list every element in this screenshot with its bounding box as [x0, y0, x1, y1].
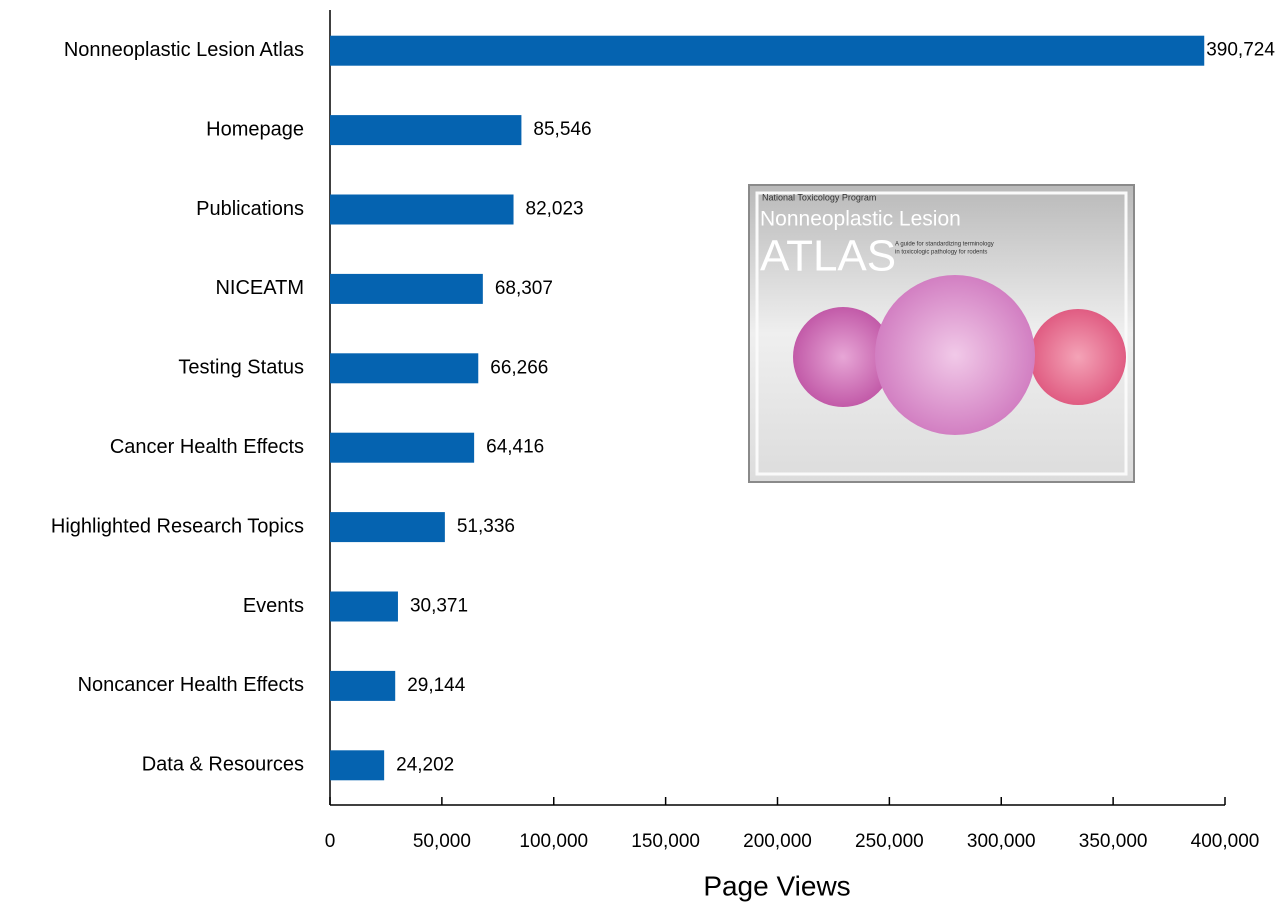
value-label: 390,724 [1206, 40, 1275, 61]
image-text: ATLAS [760, 232, 896, 281]
bar [330, 750, 384, 780]
x-tick-label: 200,000 [743, 831, 812, 852]
value-label: 68,307 [495, 278, 553, 299]
x-axis-title: Page Views [703, 870, 850, 901]
value-label: 51,336 [457, 516, 515, 537]
chart: National Toxicology Program Nonneoplasti… [0, 0, 1280, 905]
bar [330, 195, 514, 225]
inset-image: National Toxicology Program Nonneoplasti… [749, 185, 1134, 482]
category-label: Testing Status [178, 357, 304, 379]
bar [330, 433, 474, 463]
category-label: Cancer Health Effects [110, 436, 304, 458]
bar [330, 592, 398, 622]
image-text: Nonneoplastic Lesion [760, 208, 961, 231]
category-label: Data & Resources [142, 754, 304, 776]
image-text: National Toxicology Program [762, 192, 876, 202]
bar [330, 36, 1204, 66]
x-tick-label: 100,000 [519, 831, 588, 852]
value-label: 24,202 [396, 754, 454, 775]
x-tick-label: 150,000 [631, 831, 700, 852]
image-text: A guide for standardizing terminology [895, 242, 994, 248]
value-label: 30,371 [410, 596, 468, 617]
category-label: Nonneoplastic Lesion Atlas [64, 39, 304, 61]
x-tick-label: 250,000 [855, 831, 924, 852]
x-tick-label: 350,000 [1079, 831, 1148, 852]
category-label: Events [243, 595, 304, 617]
category-label: Highlighted Research Topics [51, 515, 304, 537]
category-label: Homepage [206, 118, 304, 140]
x-tick-label: 300,000 [967, 831, 1036, 852]
category-label: Publications [196, 198, 304, 220]
bar [330, 671, 395, 701]
image-text: in toxicologic pathology for rodents [895, 250, 987, 256]
bar [330, 115, 521, 145]
value-label: 66,266 [490, 357, 548, 378]
bar [330, 353, 478, 383]
category-label: Noncancer Health Effects [78, 674, 304, 696]
image-tissue [875, 275, 1035, 435]
value-label: 82,023 [526, 199, 584, 220]
page: {"chart_data": { "type": "bar", "orienta… [0, 0, 1280, 905]
category-label: NICEATM [215, 277, 304, 299]
bar [330, 512, 445, 542]
value-label: 29,144 [407, 675, 466, 696]
bar [330, 274, 483, 304]
value-label: 85,546 [533, 119, 591, 140]
image-tissue [1030, 309, 1126, 405]
x-tick-label: 50,000 [413, 831, 471, 852]
value-label: 64,416 [486, 437, 544, 458]
x-tick-label: 400,000 [1191, 831, 1260, 852]
x-tick-label: 0 [325, 831, 336, 852]
